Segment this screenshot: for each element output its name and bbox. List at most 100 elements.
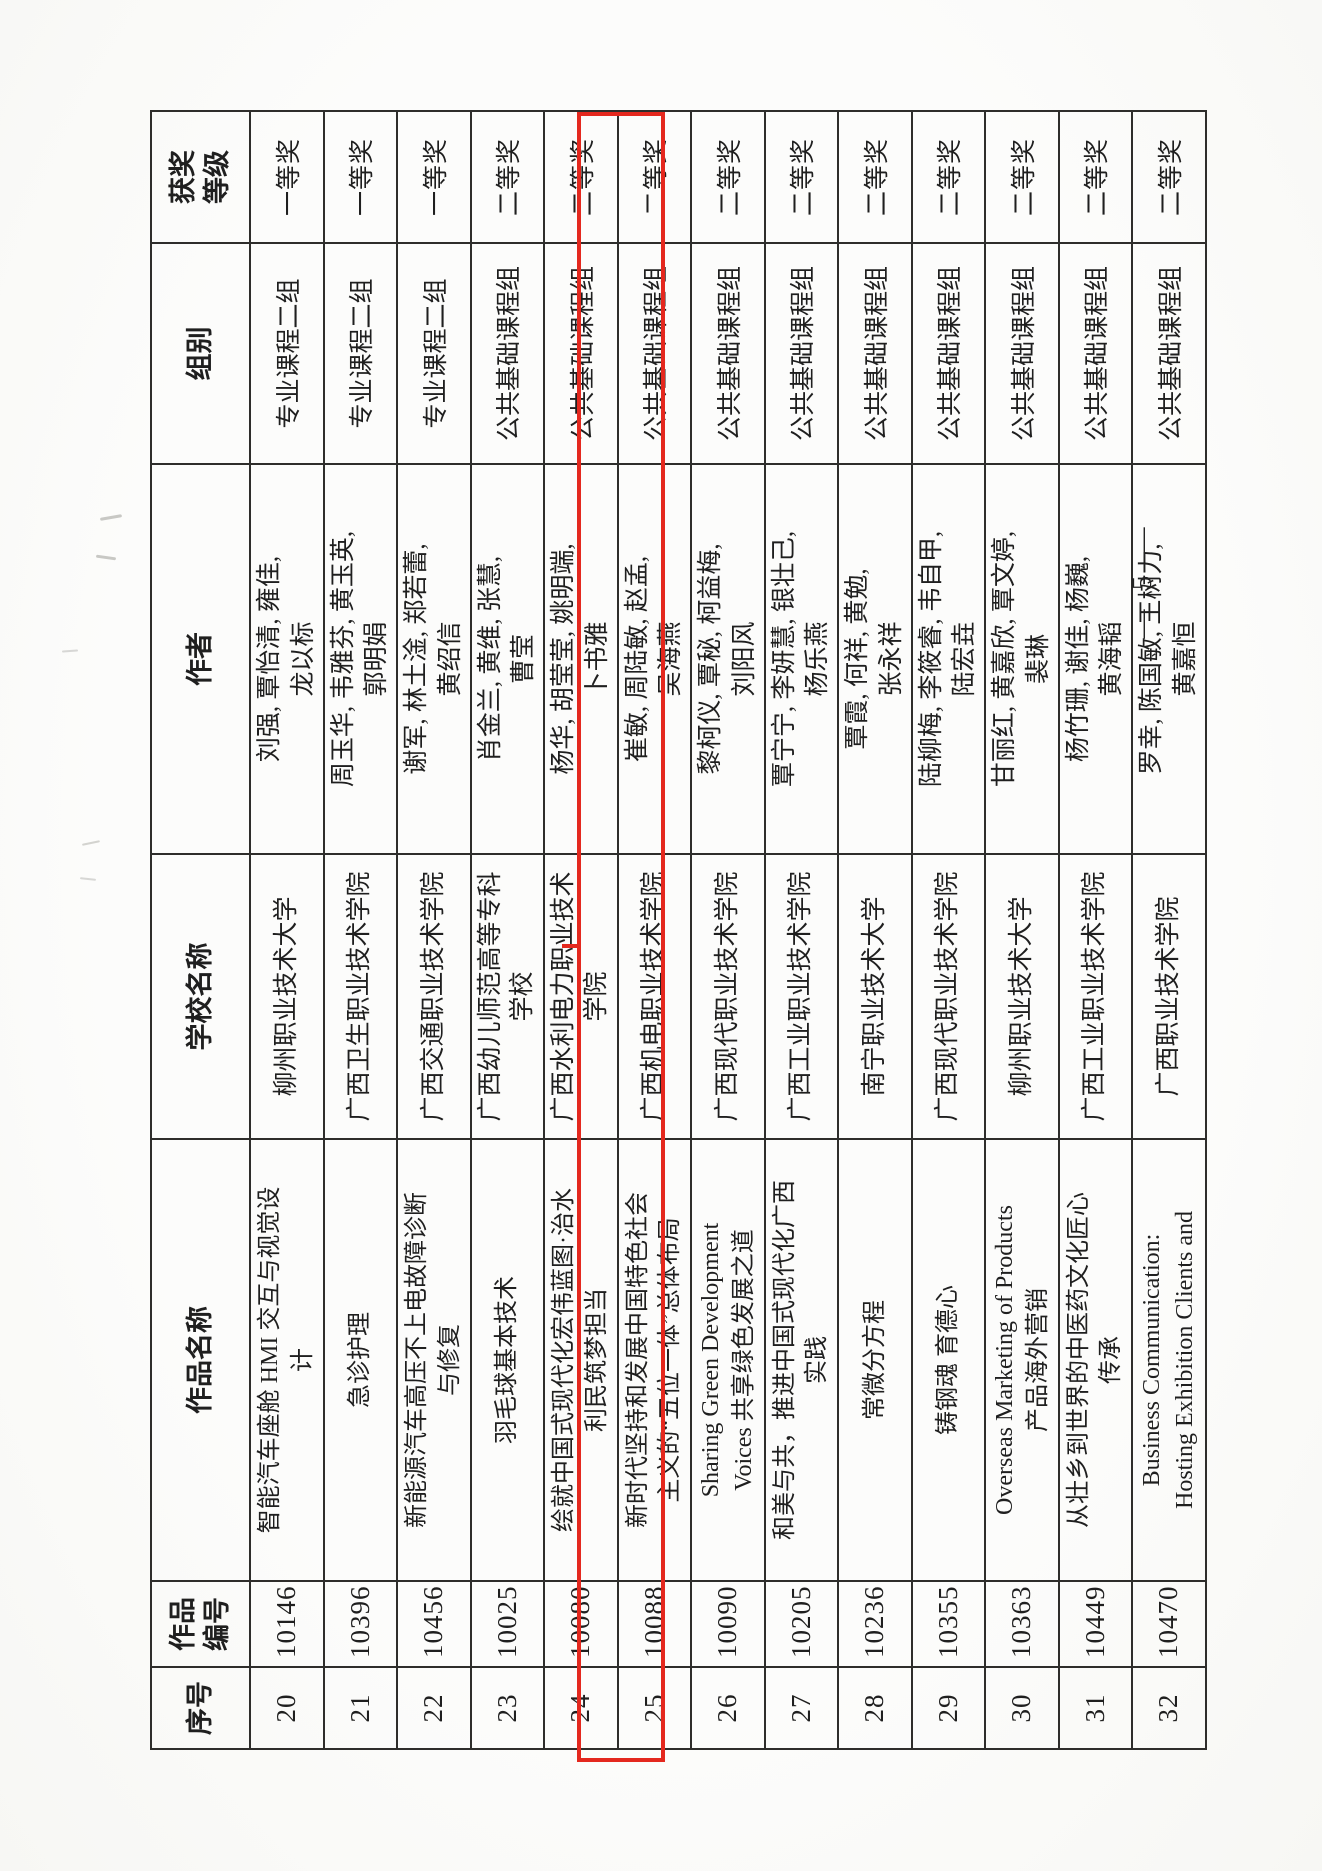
cell-authors: 陆柳梅, 李筱睿, 韦自甲, 陆宏垚 — [911, 464, 985, 854]
table-row: 31 10449 从壮乡到世界的中医药文化匠心 传承 广西工业职业技术学院 杨竹… — [1058, 111, 1132, 1749]
header-group: 组别 — [151, 243, 250, 464]
cell-group: 公共基础课程组 — [470, 243, 544, 464]
header-authors: 作者 — [151, 464, 250, 854]
header-school: 学校名称 — [151, 854, 250, 1139]
cell-authors: 黎柯仪, 覃秘, 柯益梅, 刘阳风 — [691, 464, 765, 854]
header-work-id: 作品 编号 — [151, 1581, 250, 1667]
cell-award: 二等奖 — [764, 111, 838, 243]
cell-serial: 30 — [985, 1667, 1059, 1749]
table-row: 23 10025 羽毛球基本技术 广西幼儿师范高等专科 学校 肖金兰, 黄维, … — [470, 111, 544, 1749]
table-row: 27 10205 和美与共，推进中国式现代化广西 实践 广西工业职业技术学院 覃… — [764, 111, 838, 1749]
cell-group: 专业课程二组 — [323, 243, 397, 464]
cell-group: 公共基础课程组 — [544, 243, 618, 464]
cell-award: 二等奖 — [985, 111, 1059, 243]
table-row: 32 10470 Business Communication: Hosting… — [1132, 111, 1206, 1749]
cell-school: 广西交通职业技术学院 — [397, 854, 471, 1139]
cell-authors: 覃霞, 何祥, 黄勉, 张永祥 — [838, 464, 912, 854]
pencil-mark — [95, 554, 117, 561]
cell-authors: 杨华, 胡莹莹, 姚明端, 卜书雅 — [544, 464, 618, 854]
cell-work-id: 10449 — [1058, 1581, 1132, 1667]
cell-award: 二等奖 — [470, 111, 544, 243]
cell-serial: 25 — [617, 1667, 691, 1749]
table-row: 22 10456 新能源汽车高压不上电故障诊断 与修复 广西交通职业技术学院 谢… — [397, 111, 471, 1749]
cell-group: 公共基础课程组 — [764, 243, 838, 464]
cell-serial: 23 — [470, 1667, 544, 1749]
header-work-title: 作品名称 — [151, 1139, 250, 1581]
cell-award: 二等奖 — [838, 111, 912, 243]
cell-serial: 22 — [397, 1667, 471, 1749]
cell-work-id: 10080 — [544, 1581, 618, 1667]
cell-award: 二等奖 — [617, 111, 691, 243]
cell-work-title: 急诊护理 — [323, 1139, 397, 1581]
rotated-table-area: 序号 作品 编号 作品名称 学校名称 作者 组别 获奖 等级 20 10146 … — [150, 111, 1206, 1762]
cell-serial: 31 — [1058, 1667, 1132, 1749]
cell-authors: 刘强, 覃怡清, 雍佳, 龙以标 — [250, 464, 324, 854]
pencil-mark — [81, 840, 101, 846]
cell-serial: 21 — [323, 1667, 397, 1749]
cell-school: 广西水利电力职业技术 学院 — [544, 854, 618, 1139]
cell-work-id: 10088 — [617, 1581, 691, 1667]
table-row: 29 10355 铸钢魂 育德心 广西现代职业技术学院 陆柳梅, 李筱睿, 韦自… — [911, 111, 985, 1749]
cell-group: 公共基础课程组 — [1058, 243, 1132, 464]
header-row: 序号 作品 编号 作品名称 学校名称 作者 组别 获奖 等级 — [151, 111, 250, 1749]
cell-award: 二等奖 — [1132, 111, 1206, 243]
cell-award: 一等奖 — [250, 111, 324, 243]
cell-work-id: 10236 — [838, 1581, 912, 1667]
pencil-mark — [79, 877, 97, 881]
cell-school: 广西机电职业技术学院 — [617, 854, 691, 1139]
cell-work-title: Overseas Marketing of Products 产品海外营销 — [985, 1139, 1059, 1581]
cell-award: 一等奖 — [323, 111, 397, 243]
pencil-mark — [61, 649, 79, 653]
cell-authors: 杨竹珊, 谢佳, 杨巍, 黄海韬 — [1058, 464, 1132, 854]
header-serial: 序号 — [151, 1667, 250, 1749]
cell-school: 柳州职业技术大学 — [985, 854, 1059, 1139]
table-row: 24 10080 绘就中国式现代化宏伟蓝图·治水 利民筑梦担当 广西水利电力职业… — [544, 111, 618, 1749]
cell-work-title: 新能源汽车高压不上电故障诊断 与修复 — [397, 1139, 471, 1581]
cell-group: 公共基础课程组 — [911, 243, 985, 464]
table-row: 20 10146 智能汽车座舱 HMI 交互与视觉设 计 柳州职业技术大学 刘强… — [250, 111, 324, 1749]
cell-authors: 周玉华, 韦雅芬, 黄玉英, 郭明娟 — [323, 464, 397, 854]
cell-work-title: 新时代坚持和发展中国特色社会 主义的“五位一体”总体布局 — [617, 1139, 691, 1581]
cell-work-id: 10090 — [691, 1581, 765, 1667]
cell-work-title: 绘就中国式现代化宏伟蓝图·治水 利民筑梦担当 — [544, 1139, 618, 1581]
cell-work-id: 10363 — [985, 1581, 1059, 1667]
cell-school: 广西现代职业技术学院 — [691, 854, 765, 1139]
cell-school: 广西现代职业技术学院 — [911, 854, 985, 1139]
cell-work-id: 10146 — [250, 1581, 324, 1667]
cell-group: 专业课程二组 — [397, 243, 471, 464]
cell-work-title: 铸钢魂 育德心 — [911, 1139, 985, 1581]
cell-school: 广西卫生职业技术学院 — [323, 854, 397, 1139]
table-row: 30 10363 Overseas Marketing of Products … — [985, 111, 1059, 1749]
cell-award: 二等奖 — [691, 111, 765, 243]
cell-work-id: 10355 — [911, 1581, 985, 1667]
cell-serial: 26 — [691, 1667, 765, 1749]
cell-work-title: 从壮乡到世界的中医药文化匠心 传承 — [1058, 1139, 1132, 1581]
cell-work-id: 10205 — [764, 1581, 838, 1667]
cell-work-title: 羽毛球基本技术 — [470, 1139, 544, 1581]
cell-award: 一等奖 — [397, 111, 471, 243]
cell-authors: 覃宁宁, 李妍慧, 银壮己, 杨乐燕 — [764, 464, 838, 854]
cell-award: 二等奖 — [544, 111, 618, 243]
header-award: 获奖 等级 — [151, 111, 250, 243]
cell-authors: 谢军, 林土淦, 郑若蕾, 黄绍信 — [397, 464, 471, 854]
cell-work-title: 智能汽车座舱 HMI 交互与视觉设 计 — [250, 1139, 324, 1581]
cell-work-title: Business Communication: Hosting Exhibiti… — [1132, 1139, 1206, 1581]
cell-serial: 29 — [911, 1667, 985, 1749]
cell-work-title: 常微分方程 — [838, 1139, 912, 1581]
cell-work-title: Sharing Green Development Voices 共享绿色发展之… — [691, 1139, 765, 1581]
cell-award: 二等奖 — [1058, 111, 1132, 243]
cell-work-title: 和美与共，推进中国式现代化广西 实践 — [764, 1139, 838, 1581]
cell-group: 专业课程二组 — [250, 243, 324, 464]
table-row: 21 10396 急诊护理 广西卫生职业技术学院 周玉华, 韦雅芬, 黄玉英, … — [323, 111, 397, 1749]
cell-work-id: 10456 — [397, 1581, 471, 1667]
award-table: 序号 作品 编号 作品名称 学校名称 作者 组别 获奖 等级 20 10146 … — [150, 110, 1207, 1750]
cell-group: 公共基础课程组 — [838, 243, 912, 464]
cell-work-id: 10396 — [323, 1581, 397, 1667]
cell-serial: 27 — [764, 1667, 838, 1749]
cell-school: 广西工业职业技术学院 — [764, 854, 838, 1139]
cell-school: 广西职业技术学院 — [1132, 854, 1206, 1139]
cell-school: 广西工业职业技术学院 — [1058, 854, 1132, 1139]
table-row: 28 10236 常微分方程 南宁职业技术大学 覃霞, 何祥, 黄勉, 张永祥 … — [838, 111, 912, 1749]
table-row: 25 10088 新时代坚持和发展中国特色社会 主义的“五位一体”总体布局 广西… — [617, 111, 691, 1749]
cell-serial: 28 — [838, 1667, 912, 1749]
